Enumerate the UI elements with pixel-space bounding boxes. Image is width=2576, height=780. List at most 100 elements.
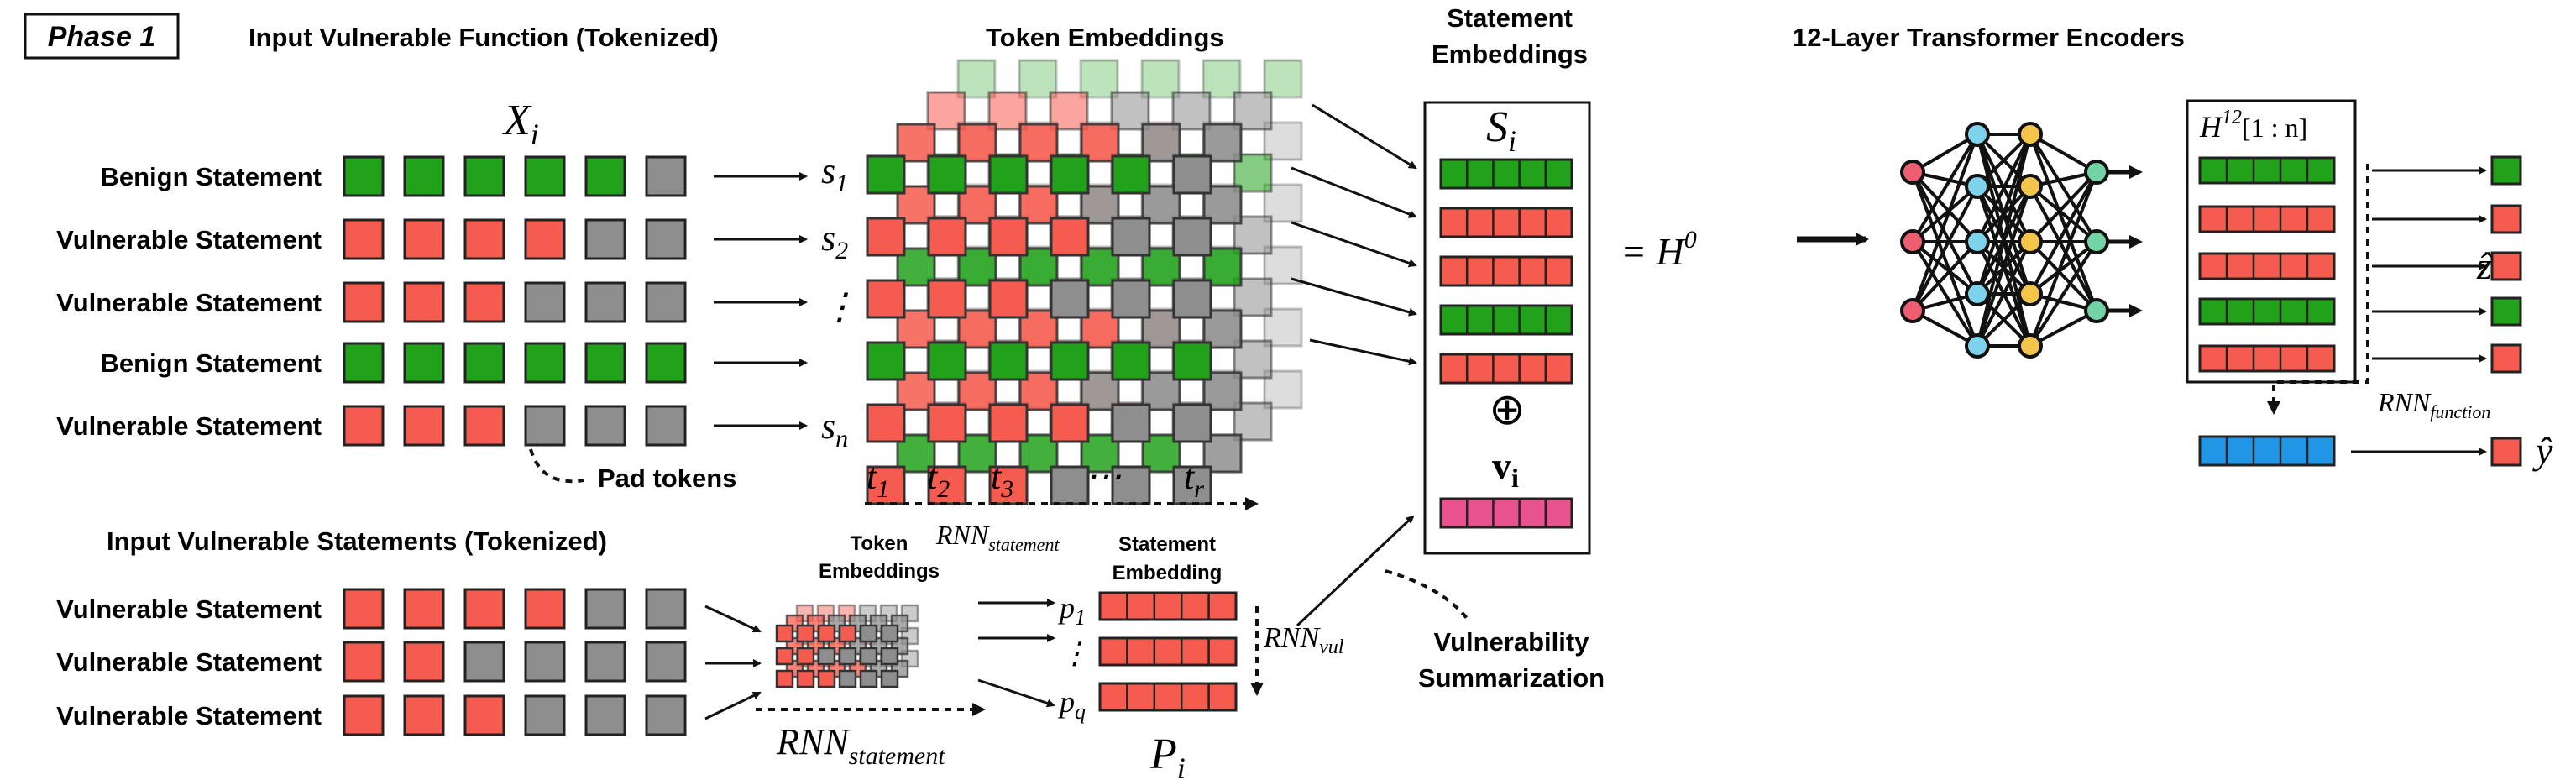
small-token-embedding-stack (775, 599, 1055, 708)
statement-embedding-benign (1439, 158, 1573, 190)
statement-embeddings-title-line2: Embeddings (1432, 39, 1588, 69)
v-i-symbol: vi (1492, 444, 1519, 493)
embedding-cell-pad (1050, 279, 1090, 319)
network-node (1965, 229, 1990, 254)
phase-badge: Phase 1 (24, 13, 180, 60)
statement-embeddings-title-line1: Statement (1447, 3, 1573, 33)
token-prediction-cell-benign (2490, 296, 2522, 327)
small-rnn-statement-label: RNNstatement (776, 721, 945, 770)
function-row-label: Vulnerable Statement (56, 288, 322, 317)
small-embedding-cell-vulnerable (775, 647, 794, 666)
small-statement-embedding-title-line2: Embedding (1113, 562, 1223, 584)
token-prediction-cell-benign (2490, 155, 2522, 186)
token-cell-vulnerable (403, 218, 445, 260)
token-cell-pad (584, 218, 626, 260)
small-embedding-cell-vulnerable (796, 624, 815, 643)
embedding-cell-pad (1111, 279, 1151, 319)
token-cell-pad (645, 405, 687, 447)
statement-token-grid: Vulnerable Statement Vulnerable Statement… (56, 588, 762, 736)
statement-to-embedding-arrow (704, 605, 762, 633)
statement-embedding-stack (1439, 158, 1573, 385)
network-node (2018, 122, 2043, 147)
token-cell-benign (463, 342, 505, 384)
embedding-cell-benign (1172, 341, 1212, 381)
statement-token-cell-vulnerable (463, 694, 505, 736)
function-row-label: Vulnerable Statement (56, 225, 322, 254)
token-cell-benign (463, 155, 505, 197)
embedding-cell-pad (1172, 403, 1212, 443)
statement-row-label: Vulnerable Statement (56, 647, 322, 677)
token-cell-pad (584, 281, 626, 323)
function-row-label: Benign Statement (100, 162, 322, 191)
embedding-cell-pad (1172, 154, 1212, 195)
embedding-cell-vulnerable (866, 217, 906, 257)
function-token-grid: Benign Statement Vulnerable Statement Vuln… (56, 155, 808, 447)
embedding-cell-benign (988, 154, 1029, 195)
network-node (2018, 229, 2043, 254)
embedding-cell-vulnerable (988, 279, 1029, 319)
vulnerable-statement-embedding (1098, 682, 1238, 712)
encoder-output-vulnerable (2198, 344, 2336, 373)
z-hat-symbol: ẑ (2476, 244, 2493, 287)
phase-label: Phase 1 (48, 21, 156, 53)
statement-token-cell-vulnerable (403, 694, 445, 736)
token-cell-benign (343, 155, 385, 197)
token-cell-pad (524, 281, 566, 323)
token-index-labels: t1 t2 t3 ⋯ tr (867, 456, 1204, 503)
statement-token-cell-vulnerable (343, 588, 385, 630)
embedding-cell-pad (1111, 465, 1151, 505)
embedding-cell-vulnerable (988, 465, 1029, 505)
token-cell-vulnerable (343, 218, 385, 260)
vulnerable-statement-embedding (1098, 591, 1238, 621)
vulnerable-statement-index-label: ⋮ (1060, 636, 1090, 670)
token-prediction-cell-vulnerable (2490, 343, 2522, 374)
statement-index-label: s1 (821, 150, 848, 197)
small-embedding-cell-pad (817, 647, 836, 666)
embedding-cell-vulnerable (866, 279, 906, 319)
statement-embedding-benign (1439, 304, 1573, 336)
encoder-output-benign (2198, 297, 2336, 326)
statement-embedding-vulnerable (1439, 255, 1573, 287)
token-cell-benign (524, 342, 566, 384)
token-cell-vulnerable (403, 281, 445, 323)
token-embeddings-title: Token Embeddings (986, 23, 1224, 52)
token-cell-benign (584, 155, 626, 197)
small-statement-embedding-title-line1: Statement (1118, 533, 1216, 556)
embedding-cell-benign (927, 154, 967, 195)
network-node (1900, 229, 1925, 254)
embedding-cell-benign (1111, 154, 1151, 195)
encoder-output-stack (2198, 156, 2336, 373)
network-node (1900, 160, 1925, 185)
statement-row-label: Vulnerable Statement (56, 594, 322, 624)
small-token-embeddings-title-line1: Token (851, 532, 908, 555)
rnn-vul-label: RNNvul (1263, 622, 1344, 658)
token-cell-benign (524, 155, 566, 197)
p-i-symbol: Pi (1149, 730, 1186, 780)
token-cell-pad (645, 155, 687, 197)
small-embedding-to-statement-arrow (977, 678, 1055, 708)
small-embedding-cell-pad (880, 624, 899, 643)
token-index-label: t2 (927, 456, 950, 503)
network-node (2084, 160, 2109, 185)
statement-token-cell-pad (584, 694, 626, 736)
statement-embedding-vulnerable (1439, 353, 1573, 385)
small-embedding-cell-vulnerable (775, 669, 794, 688)
token-cell-benign (403, 342, 445, 384)
small-token-embeddings-title-line2: Embeddings (819, 560, 940, 583)
vulnerability-summary-embedding (1439, 497, 1573, 529)
rnn-function-label: RNNfunction (2377, 387, 2490, 422)
vuln-summary-label-line1: Vulnerability (1434, 627, 1590, 657)
embedding-cell-pad (1050, 465, 1090, 505)
statement-token-cell-pad (645, 641, 687, 683)
token-cell-benign (403, 155, 445, 197)
input-function-title: Input Vulnerable Function (Tokenized) (249, 23, 719, 52)
token-index-label: t3 (991, 456, 1013, 503)
statement-token-cell-pad (524, 641, 566, 683)
function-embedding (2198, 435, 2336, 467)
small-embedding-cell-pad (859, 647, 878, 666)
token-index-label: t1 (867, 456, 889, 503)
function-embedding-bar (2198, 435, 2336, 467)
statement-token-cell-vulnerable (463, 588, 505, 630)
embedding-cell-benign (1111, 341, 1151, 381)
